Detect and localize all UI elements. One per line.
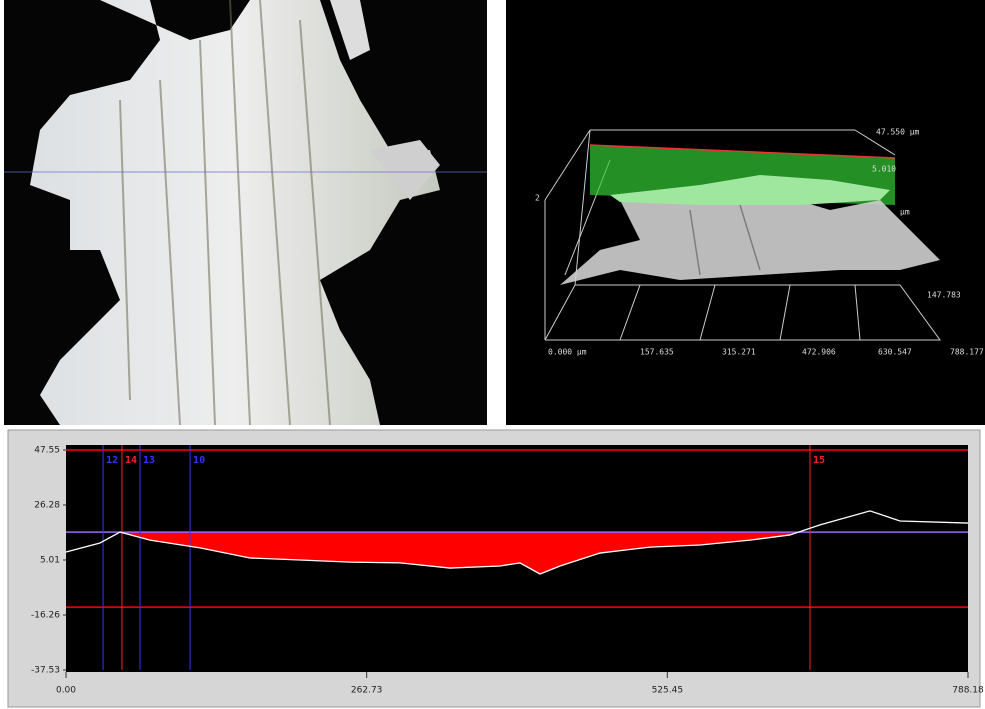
x-label-3d: 0.000 µm xyxy=(548,348,587,357)
y-tick-label: 26.28 xyxy=(34,501,60,511)
level-label: 5.010 xyxy=(872,165,896,174)
x-label-3d: 315.271 xyxy=(722,348,756,357)
x-tick-label: 0.00 xyxy=(56,686,76,696)
x-label-3d: 472.906 xyxy=(802,348,836,357)
page: 47.550 µm 5.010 µm 2 147.783 0.000 µm157… xyxy=(0,0,985,709)
marker-label: 10 xyxy=(193,455,205,466)
marker-label: 13 xyxy=(143,455,155,466)
x-tick-label: 788.18 xyxy=(952,686,984,696)
y-tick-label: -37.53 xyxy=(31,666,60,676)
y-tick-label: 5.01 xyxy=(40,556,60,566)
marker-label: 14 xyxy=(125,455,137,466)
x-tick-label: 525.45 xyxy=(652,686,684,696)
x-label-3d: 157.635 xyxy=(640,348,674,357)
micrograph xyxy=(4,0,487,425)
y-tick-label: -16.26 xyxy=(31,611,60,621)
y-tick-label: 47.55 xyxy=(34,446,60,456)
surface-view: 47.550 µm 5.010 µm 2 147.783 0.000 µm 157… xyxy=(506,0,985,425)
marker-label: 15 xyxy=(813,455,825,466)
depth-label: 147.783 xyxy=(927,291,961,300)
figure: 47.550 µm 5.010 µm 2 147.783 0.000 µm157… xyxy=(0,0,985,709)
x-label-3d: 788.177 xyxy=(950,348,984,357)
z-label: 2 xyxy=(535,194,540,203)
x-label-3d: 630.547 xyxy=(878,348,912,357)
unit-label: µm xyxy=(900,208,910,217)
top-label: 47.550 µm xyxy=(876,128,920,137)
marker-label: 12 xyxy=(106,455,118,466)
x-tick-label: 262.73 xyxy=(351,686,383,696)
